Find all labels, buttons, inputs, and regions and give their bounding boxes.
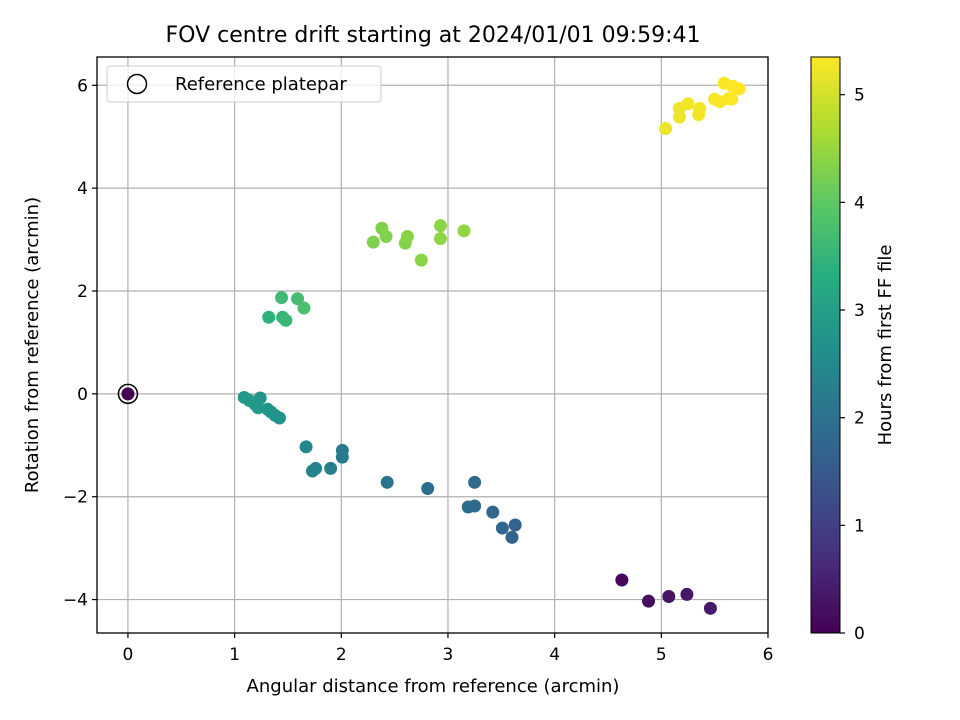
colorbar-ticks: 0 1 2 3 4 5 <box>840 86 865 644</box>
data-point <box>380 475 394 489</box>
data-point <box>379 229 393 243</box>
data-point <box>680 587 694 601</box>
data-point <box>275 291 289 305</box>
colorbar-tick-label: 1 <box>854 516 865 536</box>
data-points <box>121 76 746 615</box>
reference-marker <box>117 383 139 405</box>
x-tick-label: 2 <box>336 645 347 665</box>
data-point <box>468 475 482 489</box>
data-point <box>495 521 509 535</box>
grid-lines <box>97 57 769 633</box>
data-point <box>732 82 746 96</box>
colorbar-gradient <box>810 56 841 634</box>
data-point <box>421 481 435 495</box>
data-point <box>725 92 739 106</box>
colorbar-tick-label: 3 <box>854 301 865 321</box>
chart-title: FOV centre drift starting at 2024/01/01 … <box>166 23 701 48</box>
data-point <box>505 530 519 544</box>
x-tick-label: 4 <box>549 645 560 665</box>
data-point <box>693 101 707 115</box>
data-point <box>262 310 276 324</box>
data-point <box>324 461 338 475</box>
colorbar: 0 1 2 3 4 5 Hours from first FF file <box>810 56 896 644</box>
colorbar-tick-label: 4 <box>854 193 865 213</box>
data-point <box>299 440 313 454</box>
legend-box <box>106 65 382 103</box>
y-axis-ticks: −4 −2 0 2 4 6 <box>63 76 97 611</box>
y-tick-label: 6 <box>77 76 88 96</box>
data-point <box>615 573 629 587</box>
data-point <box>261 402 275 416</box>
y-tick-label: 4 <box>77 179 88 199</box>
data-point <box>305 464 319 478</box>
data-point <box>703 601 717 615</box>
data-point <box>508 518 522 532</box>
data-point <box>659 121 673 135</box>
y-tick-label: 0 <box>77 385 88 405</box>
data-point <box>486 505 500 519</box>
data-point <box>237 390 251 404</box>
x-axis-ticks: 0 1 2 3 4 5 6 <box>123 633 774 665</box>
reference-platepar-marker <box>117 383 139 405</box>
data-point <box>400 229 414 243</box>
colorbar-tick-label: 2 <box>854 409 865 429</box>
legend-reference-marker <box>126 73 148 95</box>
legend: Reference platepar <box>106 65 382 103</box>
x-tick-label: 3 <box>443 645 454 665</box>
data-point <box>681 97 695 111</box>
data-point <box>335 450 349 464</box>
data-point <box>121 387 135 401</box>
data-point <box>414 253 428 267</box>
legend-label: Reference platepar <box>175 74 347 95</box>
data-point <box>642 594 656 608</box>
y-axis-label: Rotation from reference (arcmin) <box>22 197 43 493</box>
x-tick-label: 6 <box>763 645 774 665</box>
data-point <box>434 219 448 233</box>
y-tick-label: 2 <box>77 282 88 302</box>
y-tick-label: −4 <box>63 591 88 611</box>
data-point <box>366 235 380 249</box>
data-point <box>279 313 293 327</box>
colorbar-tick-label: 0 <box>854 624 865 644</box>
data-point <box>297 301 311 315</box>
data-point <box>291 292 305 306</box>
x-tick-label: 5 <box>656 645 667 665</box>
data-point <box>434 232 448 246</box>
x-tick-label: 0 <box>123 645 134 665</box>
colorbar-tick-label: 5 <box>854 86 865 106</box>
data-point <box>662 589 676 603</box>
plot-frame <box>96 56 769 634</box>
colorbar-label: Hours from first FF file <box>875 245 896 446</box>
y-tick-label: −2 <box>63 488 88 508</box>
data-point <box>457 224 471 238</box>
data-point <box>461 500 475 514</box>
x-axis-label: Angular distance from reference (arcmin) <box>247 676 620 697</box>
x-tick-label: 1 <box>229 645 240 665</box>
